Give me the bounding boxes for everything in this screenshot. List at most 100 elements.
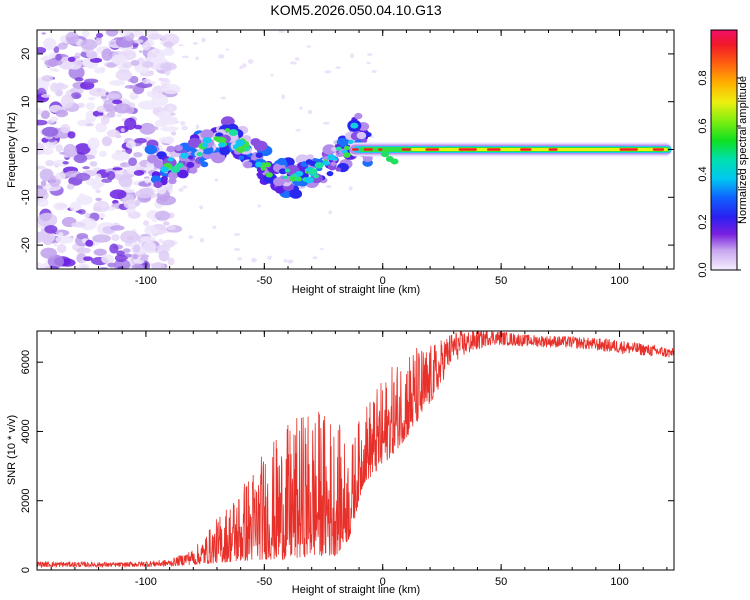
- noise-blob: [92, 234, 111, 243]
- noise-blob: [67, 131, 76, 139]
- signal-core: [295, 170, 304, 177]
- noise-blob: [160, 126, 179, 132]
- noise-blob: [134, 199, 141, 206]
- snr-panel: -100 -50 0 50 100 0 2000 4000 6000 Height of st…: [6, 330, 675, 596]
- noise-blob: [87, 137, 100, 150]
- y-tick-label: 2000: [20, 488, 32, 512]
- faint-blob: [195, 56, 199, 61]
- noise-blob: [133, 170, 145, 176]
- signal-core: [160, 166, 169, 173]
- noise-blob: [131, 263, 144, 269]
- noise-blob: [123, 199, 139, 210]
- noise-blob: [162, 83, 181, 95]
- noise-blob: [37, 231, 45, 243]
- noise-blob: [37, 142, 45, 155]
- noise-blob: [76, 247, 91, 254]
- signal-blob: [326, 170, 334, 177]
- noise-blob: [89, 87, 107, 97]
- dip-blob: [381, 151, 390, 158]
- signal-blob: [200, 129, 214, 140]
- noise-blob: [53, 202, 68, 211]
- noise-blob: [154, 210, 171, 221]
- noise-blob: [144, 225, 159, 235]
- noise-blob: [128, 157, 138, 166]
- faint-blob: [214, 178, 219, 182]
- y-tick-label: 0: [20, 146, 32, 152]
- signal-core: [343, 145, 351, 151]
- signal-blob: [322, 144, 337, 155]
- band-peak: [351, 148, 359, 151]
- noise-blob: [116, 113, 122, 118]
- signal-core: [218, 142, 226, 148]
- signal-core: [333, 157, 338, 161]
- noise-blob: [112, 167, 123, 171]
- noise-blob: [162, 239, 176, 248]
- signal-blob: [177, 169, 189, 179]
- snr-x-ticks: -100 -50 0 50 100: [50, 331, 668, 588]
- faint-blob: [257, 204, 262, 208]
- y-tick-label: 4000: [20, 419, 32, 443]
- noise-blob: [115, 69, 133, 81]
- faint-blob: [278, 30, 285, 34]
- noise-blob: [109, 243, 119, 254]
- signal-blob: [360, 137, 368, 144]
- faint-blob: [328, 210, 333, 215]
- noise-blob: [158, 250, 170, 262]
- faint-blob: [324, 70, 332, 74]
- noise-blob: [130, 241, 145, 255]
- noise-blob: [69, 201, 82, 212]
- noise-blob: [148, 33, 164, 40]
- faint-blob: [283, 258, 288, 263]
- signal-core: [304, 176, 314, 184]
- x-tick-label: 0: [380, 576, 386, 588]
- noise-blob: [85, 102, 96, 110]
- noise-blob: [63, 143, 77, 158]
- faint-blob: [270, 74, 274, 77]
- dip-blob: [390, 158, 399, 165]
- noise-blob: [79, 260, 87, 263]
- noise-blob: [139, 256, 149, 261]
- snr-y-axis-title: SNR (10 * v/v): [6, 415, 18, 485]
- noise-blob: [56, 243, 67, 254]
- noise-blob: [124, 84, 136, 89]
- y-tick-label: 0: [20, 567, 32, 573]
- faint-blob: [287, 259, 294, 264]
- signal-blob: [289, 189, 303, 199]
- noise-blob: [37, 119, 48, 126]
- noise-blob: [151, 48, 161, 55]
- noise-blob: [151, 93, 169, 107]
- signal-core: [255, 161, 263, 168]
- noise-blob: [97, 115, 104, 118]
- noise-blob: [55, 235, 74, 244]
- signal-core: [170, 166, 181, 174]
- noise-blob: [39, 168, 54, 182]
- noise-blob: [164, 136, 175, 145]
- noise-blob: [138, 50, 143, 53]
- noise-blob: [167, 257, 175, 266]
- x-tick-label: 0: [380, 275, 386, 287]
- noise-blob: [151, 262, 166, 269]
- noise-blob: [139, 122, 156, 135]
- noise-blob: [81, 30, 90, 38]
- noise-blob: [130, 59, 140, 67]
- band-peak: [425, 148, 440, 151]
- faint-blob: [199, 237, 205, 243]
- signal-blob: [186, 161, 195, 169]
- signal-core: [260, 166, 267, 171]
- noise-blob: [111, 234, 120, 242]
- signal-blob: [147, 154, 159, 164]
- noise-blob: [106, 93, 121, 99]
- snr-x-axis-title: Height of straight line (km): [292, 584, 420, 596]
- faint-blob: [233, 248, 241, 251]
- noise-blob: [112, 99, 123, 105]
- faint-blob: [225, 48, 230, 51]
- noise-blob: [106, 170, 116, 181]
- noise-blob: [111, 151, 131, 161]
- noise-blob: [37, 198, 49, 208]
- signal-core: [282, 175, 288, 179]
- noise-blob: [82, 166, 90, 170]
- noise-blob: [110, 41, 115, 45]
- faint-blob: [239, 65, 244, 69]
